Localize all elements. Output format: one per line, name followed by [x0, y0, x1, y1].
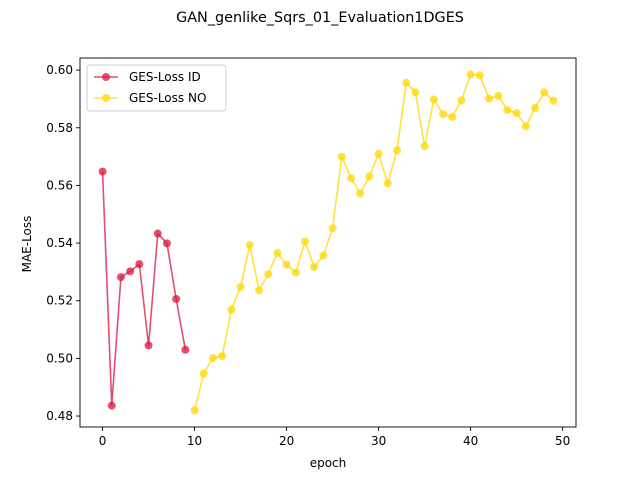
data-point — [429, 95, 438, 104]
data-point — [521, 122, 530, 131]
y-tick-label: 0.60 — [46, 63, 73, 77]
data-point — [144, 341, 153, 350]
data-point — [365, 172, 374, 181]
data-point — [172, 295, 181, 303]
legend-marker-1 — [102, 94, 110, 102]
data-point — [393, 146, 402, 155]
legend-label-1: GES-Loss NO — [129, 91, 206, 105]
data-point — [254, 286, 263, 295]
legend-box — [86, 64, 227, 112]
data-point — [181, 345, 190, 354]
series-line-1 — [193, 73, 554, 411]
data-point — [356, 189, 365, 198]
y-tick-label: 0.52 — [46, 294, 73, 308]
series-line-0 — [101, 171, 187, 407]
data-point — [153, 229, 162, 238]
y-axis-label: MAE-Loss — [20, 216, 34, 273]
y-tick-label: 0.54 — [46, 236, 73, 250]
legend-marker-0 — [102, 73, 110, 81]
data-point — [549, 96, 558, 105]
data-point — [512, 109, 521, 118]
y-tick-label: 0.48 — [46, 409, 73, 423]
data-point — [107, 401, 116, 410]
data-point — [218, 352, 227, 361]
data-point — [374, 149, 383, 158]
x-tick-label: 50 — [555, 434, 570, 448]
data-point — [337, 152, 346, 161]
data-point — [310, 263, 319, 271]
data-point — [116, 273, 125, 282]
data-point — [448, 112, 457, 121]
data-point — [199, 369, 208, 378]
x-tick-label: 0 — [99, 434, 107, 448]
data-point — [126, 267, 135, 276]
data-point — [291, 268, 300, 277]
data-point — [227, 305, 236, 314]
data-point — [98, 167, 107, 176]
data-point — [282, 260, 291, 269]
data-point — [236, 282, 245, 291]
data-point — [457, 96, 466, 105]
x-tick-label: 30 — [371, 434, 386, 448]
data-point — [420, 142, 429, 151]
data-point — [300, 237, 309, 246]
data-point — [540, 88, 549, 97]
data-point — [347, 174, 356, 183]
data-point — [466, 70, 475, 79]
data-point — [328, 224, 337, 233]
axes-frame — [79, 57, 577, 428]
data-point — [402, 78, 411, 87]
legend: GES-Loss ID GES-Loss NO — [86, 64, 227, 112]
x-tick-label: 10 — [187, 434, 202, 448]
data-point — [135, 260, 144, 269]
data-point — [264, 270, 273, 279]
data-point — [245, 241, 254, 250]
y-tick-label: 0.56 — [46, 178, 73, 192]
data-point — [531, 103, 540, 112]
x-tick-label: 40 — [463, 434, 478, 448]
x-axis-label: epoch — [310, 456, 347, 470]
data-point — [494, 91, 503, 100]
data-point — [439, 110, 448, 119]
legend-label-0: GES-Loss ID — [129, 70, 201, 84]
data-point — [190, 406, 199, 415]
data-point — [411, 88, 420, 97]
data-point — [162, 239, 171, 248]
data-point — [319, 251, 328, 260]
data-point — [383, 179, 392, 188]
data-point — [485, 94, 494, 103]
y-tick-label: 0.58 — [46, 121, 73, 135]
chart-title: GAN_genlike_Sqrs_01_Evaluation1DGES — [176, 10, 464, 26]
data-point — [208, 354, 217, 363]
data-point — [273, 248, 282, 257]
y-tick-label: 0.50 — [46, 351, 73, 365]
data-point — [475, 71, 484, 80]
x-tick-label: 20 — [279, 434, 294, 448]
axes: 0 10 20 30 40 50 0.48 0.50 0.52 0.54 0.56 0.58 0.60 — [46, 57, 577, 448]
plot-area — [98, 70, 558, 415]
data-point — [503, 106, 512, 115]
